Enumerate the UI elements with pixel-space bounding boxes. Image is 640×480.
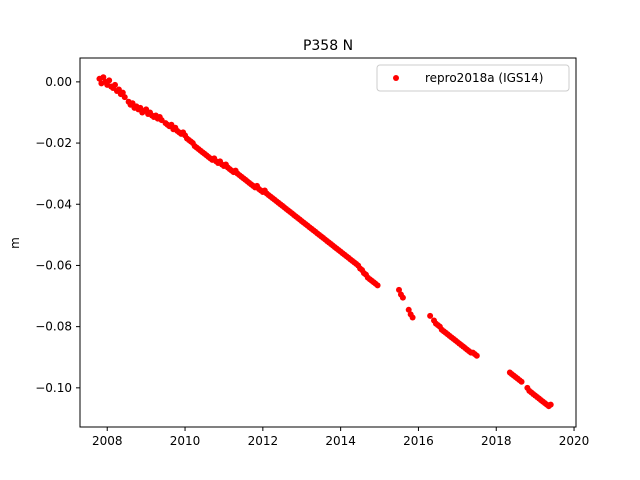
legend-box (376, 64, 570, 92)
x-tick-label: 2020 (559, 434, 590, 448)
data-point (473, 352, 480, 359)
plot-frame (79, 57, 577, 428)
y-tick-label: −0.06 (35, 258, 72, 272)
data-point (427, 312, 434, 319)
x-axis-ticks: 2008 2010 2012 2014 2016 2018 2020 (92, 427, 589, 448)
data-point (106, 77, 113, 84)
y-axis-ticks: 0.00 −0.02 −0.04 −0.06 −0.08 −0.10 (35, 75, 80, 395)
y-tick-label: −0.04 (35, 197, 72, 211)
data-point (409, 314, 416, 321)
data-point (399, 294, 406, 301)
data-point (396, 286, 402, 293)
legend-label: repro2018a (IGS14) (425, 71, 543, 85)
scatter-points-layer (96, 74, 554, 410)
data-point (121, 94, 128, 101)
x-tick-label: 2014 (325, 434, 356, 448)
x-tick-label: 2008 (92, 434, 123, 448)
data-point (100, 74, 107, 81)
data-point (119, 89, 126, 96)
chart-title: P358 N (303, 38, 353, 54)
legend: repro2018a (IGS14) (376, 64, 570, 92)
y-tick-label: 0.00 (45, 75, 72, 89)
y-tick-label: −0.10 (35, 381, 72, 395)
y-axis-label: m (8, 237, 22, 249)
data-point (518, 378, 525, 385)
data-point (112, 81, 119, 88)
x-tick-label: 2010 (170, 434, 201, 448)
data-point (374, 282, 381, 289)
data-point (405, 306, 412, 313)
x-tick-label: 2016 (403, 434, 434, 448)
x-tick-label: 2012 (248, 434, 279, 448)
y-tick-label: −0.02 (35, 136, 72, 150)
x-tick-label: 2018 (481, 434, 512, 448)
data-point (547, 401, 554, 408)
y-tick-label: −0.08 (35, 320, 72, 334)
legend-marker (393, 75, 399, 81)
